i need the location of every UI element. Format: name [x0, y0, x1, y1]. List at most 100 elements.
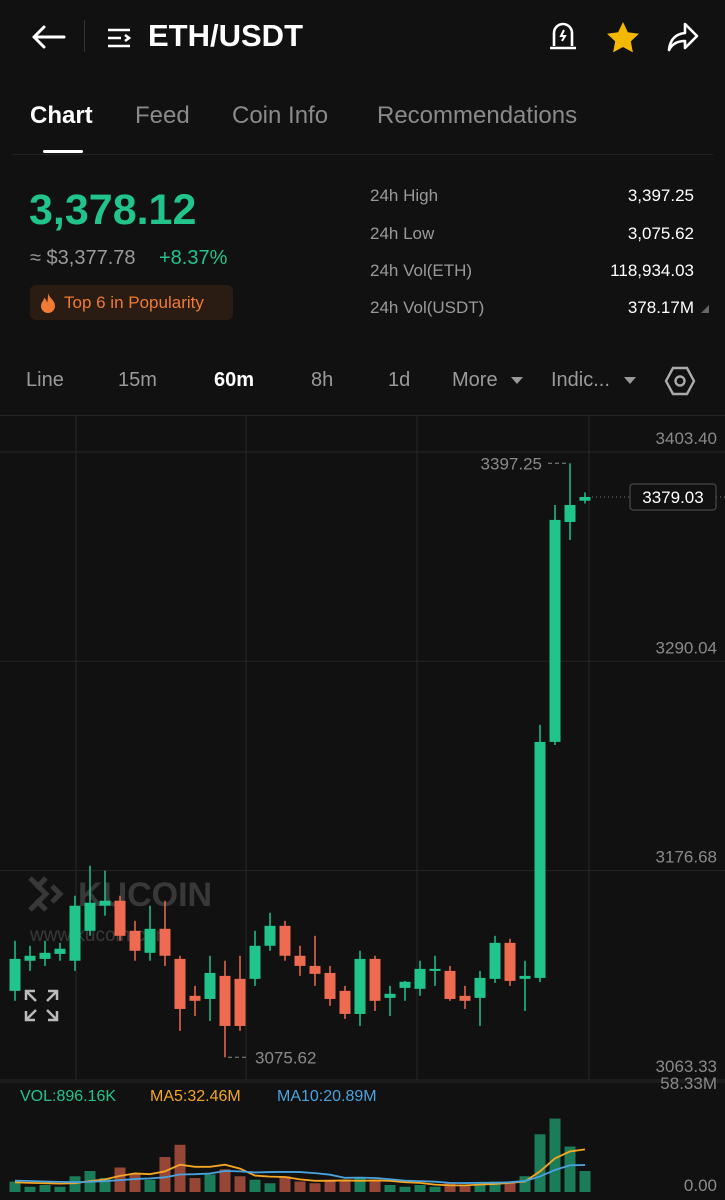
volume-bar [279, 1176, 291, 1192]
volume-bar [339, 1181, 351, 1192]
last-price: 3,378.12 [29, 186, 197, 234]
volume-bar [24, 1186, 36, 1192]
share-button[interactable] [665, 20, 701, 54]
stat-value: 378.17M [627, 298, 694, 317]
candle-body [444, 970, 456, 999]
candle-body [474, 977, 486, 998]
interval[interactable]: More [452, 369, 498, 391]
toggle-triangle[interactable] [699, 303, 711, 315]
stat-value: 118,934.03 [610, 261, 694, 280]
volume-bar [564, 1146, 576, 1192]
interval[interactable]: Line [26, 369, 64, 391]
popularity-badge[interactable]: Top 6 in Popularity [30, 285, 233, 320]
ma-line [14, 1148, 586, 1187]
candle-body [144, 928, 156, 953]
candle-body [129, 930, 141, 951]
candle-body [384, 993, 396, 998]
candle-body [189, 995, 201, 1001]
volume-bar [54, 1186, 66, 1192]
volume-bar [384, 1185, 396, 1192]
volume-bar [324, 1179, 336, 1192]
high-annotation: 3397.25 [481, 454, 542, 473]
candle-body [354, 958, 366, 1014]
indicator-label: VOL:896.16K [20, 1088, 116, 1105]
volume-bar [9, 1181, 21, 1192]
favorite-button[interactable] [605, 20, 641, 54]
y-tick-label: 3403.40 [656, 429, 717, 448]
y-tick-label: 0.00 [684, 1176, 717, 1195]
badge-text: Top 6 in Popularity [64, 293, 204, 312]
candle-body [204, 972, 216, 999]
indicator-label: MA10:20.89M [277, 1088, 377, 1105]
volume-bar [99, 1178, 111, 1192]
candle-body [564, 504, 576, 522]
volume-bar [354, 1178, 366, 1192]
stat-label: 24h Vol(USDT) [370, 298, 485, 317]
candle-body [84, 902, 96, 931]
interval[interactable]: Indic... [551, 369, 610, 391]
divider [12, 154, 713, 155]
volume-bar [159, 1157, 171, 1192]
volume-bar [204, 1174, 216, 1192]
candle-body [174, 958, 186, 1009]
candle-body [489, 942, 501, 979]
last-price-label: 3379.03 [642, 488, 703, 507]
alert-button[interactable] [546, 18, 580, 54]
flame-icon [41, 293, 55, 313]
low-annotation: 3075.62 [255, 1048, 316, 1067]
volume-bar [249, 1179, 261, 1192]
candle-body [9, 958, 21, 991]
candle-body [294, 955, 306, 966]
tab[interactable]: Recommendations [377, 102, 578, 129]
candle-body [24, 955, 36, 961]
fiat-price: ≈ $3,377.78 [30, 247, 136, 269]
watermark-brand: KUCOIN [78, 876, 212, 914]
volume-bar [309, 1183, 321, 1192]
expand-button[interactable] [24, 989, 59, 1022]
interval[interactable]: 60m [214, 369, 255, 391]
candle-body [534, 741, 546, 978]
interval[interactable]: 15m [118, 369, 157, 391]
volume-bar [579, 1171, 591, 1192]
interval[interactable]: 1d [388, 369, 411, 391]
menu-button[interactable] [105, 26, 135, 50]
volume-bar [534, 1134, 546, 1192]
tab[interactable]: Coin Info [232, 102, 329, 129]
candle-body [279, 925, 291, 956]
stat-label: 24h Low [370, 224, 435, 243]
y-tick-label: 58.33M [660, 1074, 717, 1093]
dropdown-arrow [511, 377, 523, 384]
y-tick-label: 3176.68 [656, 848, 717, 867]
volume-bar [129, 1174, 141, 1192]
stat-label: 24h High [370, 186, 439, 205]
candle-body [309, 965, 321, 974]
volume-bar [399, 1186, 411, 1192]
stat-value: 3,397.25 [627, 186, 694, 205]
candle-body [159, 928, 171, 956]
candle-body [399, 981, 411, 988]
candle-body [429, 968, 441, 971]
divider [84, 20, 85, 52]
last-price-box [629, 483, 717, 511]
volume-bar [219, 1169, 231, 1192]
candle-body [579, 496, 591, 501]
candle-body [264, 925, 276, 946]
back-button[interactable] [28, 22, 68, 52]
tab-indicator [43, 150, 83, 153]
volume-bar [264, 1183, 276, 1192]
tab[interactable]: Feed [135, 102, 190, 129]
volume-bar [549, 1118, 561, 1192]
volume-bar [504, 1181, 516, 1192]
tab[interactable]: Chart [30, 102, 93, 129]
interval[interactable]: 8h [311, 369, 334, 391]
y-tick-label: 3290.04 [656, 638, 717, 657]
candle-body [414, 968, 426, 989]
candle-body [519, 975, 531, 979]
ma-line [14, 1164, 586, 1184]
volume-bar [474, 1183, 486, 1192]
volume-bar [489, 1181, 501, 1192]
candle-body [234, 978, 246, 1026]
candle-body [339, 990, 351, 1014]
settings-button[interactable] [664, 366, 696, 396]
